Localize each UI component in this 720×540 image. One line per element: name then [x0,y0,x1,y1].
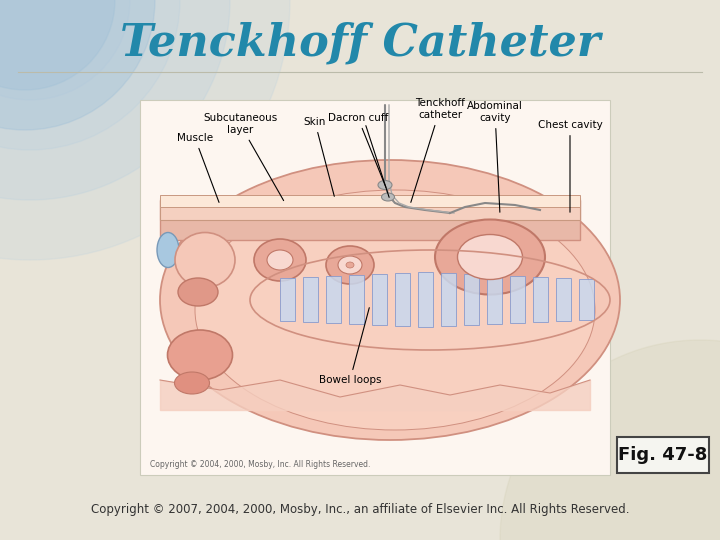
Bar [372,274,387,325]
Bar [160,195,580,207]
Bar [510,276,525,323]
Ellipse shape [457,234,523,280]
Text: Chest cavity: Chest cavity [538,120,603,212]
Text: Tenckhoff
catheter: Tenckhoff catheter [411,98,465,202]
Bar [395,273,410,326]
Bar [326,276,341,323]
Bar [160,200,580,240]
Ellipse shape [254,239,306,281]
Bar [579,279,594,320]
Circle shape [0,0,290,260]
Bar [441,273,456,326]
Text: Skin: Skin [304,117,334,197]
Text: Muscle: Muscle [177,133,219,202]
Ellipse shape [267,250,293,270]
Bar [556,278,571,321]
FancyBboxPatch shape [617,437,709,473]
Text: Copyright © 2007, 2004, 2000, Mosby, Inc., an affiliate of Elsevier Inc. All Rig: Copyright © 2007, 2004, 2000, Mosby, Inc… [91,503,629,516]
Circle shape [0,0,115,90]
Ellipse shape [157,233,179,267]
Bar [349,275,364,324]
Text: Dacron cuff: Dacron cuff [328,113,388,187]
Circle shape [0,0,180,150]
Circle shape [0,0,130,100]
Ellipse shape [195,190,595,430]
Bar [487,275,502,324]
Text: Fig. 47-8: Fig. 47-8 [618,446,708,464]
Circle shape [0,0,155,130]
Bar [160,198,580,220]
Bar [280,278,295,321]
Ellipse shape [338,256,362,274]
Ellipse shape [168,330,233,380]
Ellipse shape [175,233,235,287]
Ellipse shape [160,160,620,440]
Bar [464,274,479,325]
Text: Abdominal
cavity: Abdominal cavity [467,102,523,212]
Text: Copyright © 2004, 2000, Mosby, Inc. All Rights Reserved.: Copyright © 2004, 2000, Mosby, Inc. All … [150,460,370,469]
Text: Tenckhoff Catheter: Tenckhoff Catheter [120,22,600,64]
Circle shape [500,340,720,540]
Circle shape [0,0,230,200]
Bar [140,100,610,475]
Bar [303,277,318,322]
Ellipse shape [378,180,392,190]
Ellipse shape [346,262,354,268]
Ellipse shape [382,193,395,201]
Ellipse shape [174,372,210,394]
Bar [418,272,433,327]
Ellipse shape [178,278,218,306]
Bar [533,277,548,322]
Text: Subcutaneous
layer: Subcutaneous layer [203,113,284,200]
Ellipse shape [326,246,374,284]
Text: Bowel loops: Bowel loops [319,308,382,385]
Ellipse shape [435,219,545,294]
